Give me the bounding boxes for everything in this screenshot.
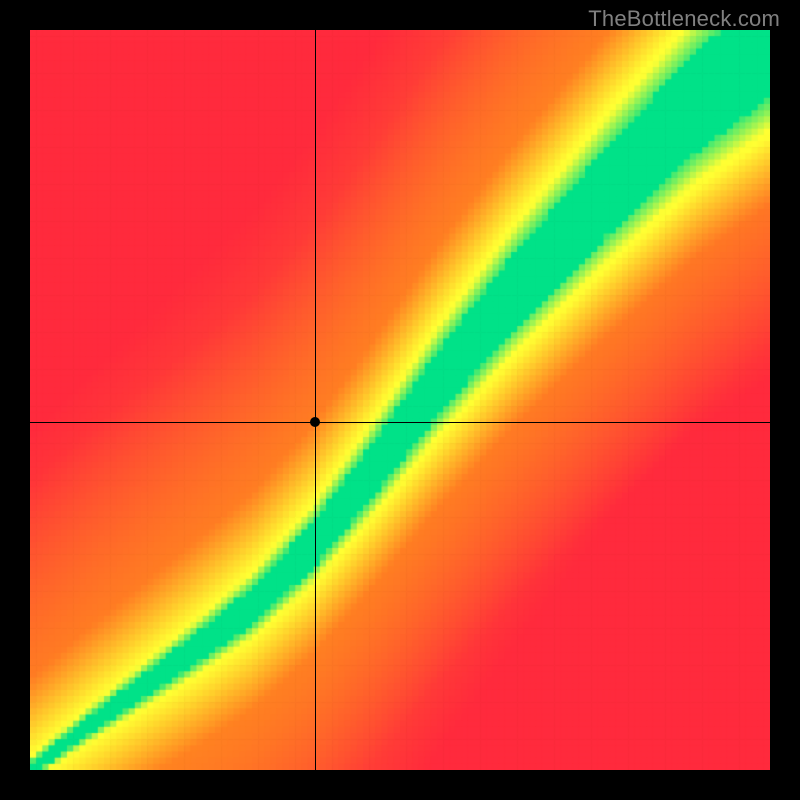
crosshair-horizontal [30,422,770,423]
heatmap-plot [30,30,770,770]
marker-dot [310,417,320,427]
watermark-text: TheBottleneck.com [588,6,780,32]
heatmap-canvas [30,30,770,770]
crosshair-vertical [315,30,316,770]
chart-container: { "watermark": "TheBottleneck.com", "plo… [0,0,800,800]
